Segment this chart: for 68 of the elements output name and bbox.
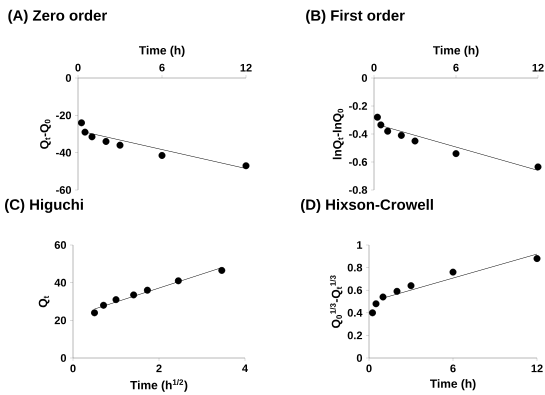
point (384, 128, 392, 135)
x-axis-title: Time (h$^{1/2}$) (130, 379, 188, 392)
chart-title: (B) First order (306, 10, 405, 24)
y-tick-label: -0.4 (349, 130, 368, 138)
point (218, 266, 226, 274)
y-axis-title: lnQ$_{t}$-lnQ$_{0}$ (332, 108, 344, 160)
point (450, 268, 456, 276)
point (144, 286, 151, 294)
y-tick-label: -20 (56, 111, 72, 120)
chart-title: (D) Hixson-Crowell (301, 198, 433, 213)
chart-title: (A) Zero order (8, 10, 107, 24)
point (408, 282, 414, 290)
y-tick-label: -0.2 (349, 102, 368, 110)
point (174, 277, 182, 284)
point (112, 296, 120, 304)
x-axis-title: Time (h) (430, 379, 476, 390)
y-tick-label: -0.6 (349, 158, 368, 166)
point (412, 138, 418, 144)
y-axis-title: Q$_{t}$-Q$_{0}$ (40, 119, 51, 149)
y-tick-label: 1 (357, 241, 362, 249)
point (82, 128, 88, 136)
chart-title: (C) Higuchi (5, 198, 83, 213)
point (158, 152, 166, 159)
point (242, 162, 250, 170)
point (534, 163, 542, 170)
y-tick-label: 40 (54, 278, 66, 287)
point (398, 132, 405, 139)
y-tick-label: 0.8 (348, 264, 362, 272)
x-tick-label: 0 (75, 64, 81, 72)
point (380, 293, 386, 300)
y-tick-label: 0.4 (348, 308, 362, 317)
point (534, 255, 540, 262)
x-axis-title: Time (h) (433, 46, 479, 57)
y-tick-label: 0 (60, 354, 66, 362)
y-tick-label: 60 (54, 241, 66, 249)
x-tick-label: 6 (453, 64, 459, 72)
x-tick-label: 2 (156, 364, 162, 372)
x-tick-label: 12 (240, 64, 252, 72)
point (372, 300, 380, 308)
y-tick-label: 0.6 (348, 286, 362, 294)
x-axis-title: Time (h) (139, 46, 185, 57)
point (377, 121, 384, 128)
x-tick-label: 6 (159, 64, 165, 72)
x-tick-label: 4 (242, 364, 248, 372)
y-axis-title: Q$_{t}$ (38, 296, 50, 308)
x-tick-label: 12 (532, 364, 543, 372)
point (452, 150, 460, 158)
point (394, 288, 400, 295)
point (369, 309, 376, 316)
y-tick-label: -0.8 (349, 186, 368, 194)
point (91, 309, 98, 316)
x-tick-label: 12 (532, 64, 544, 72)
x-tick-label: 0 (371, 64, 377, 72)
x-tick-label: 6 (450, 364, 456, 372)
point (102, 138, 110, 145)
point (100, 302, 108, 309)
y-tick-label: 0 (66, 74, 72, 82)
y-tick-label: 0 (362, 74, 368, 82)
y-tick-label: 0 (356, 354, 362, 362)
point (116, 142, 124, 149)
y-tick-label: -60 (56, 186, 72, 194)
point (374, 114, 381, 121)
y-tick-label: 20 (54, 316, 66, 324)
point (130, 291, 138, 298)
y-tick-label: -40 (56, 148, 72, 157)
y-tick-label: 0.2 (348, 332, 362, 340)
point (78, 119, 85, 126)
point (88, 133, 96, 140)
